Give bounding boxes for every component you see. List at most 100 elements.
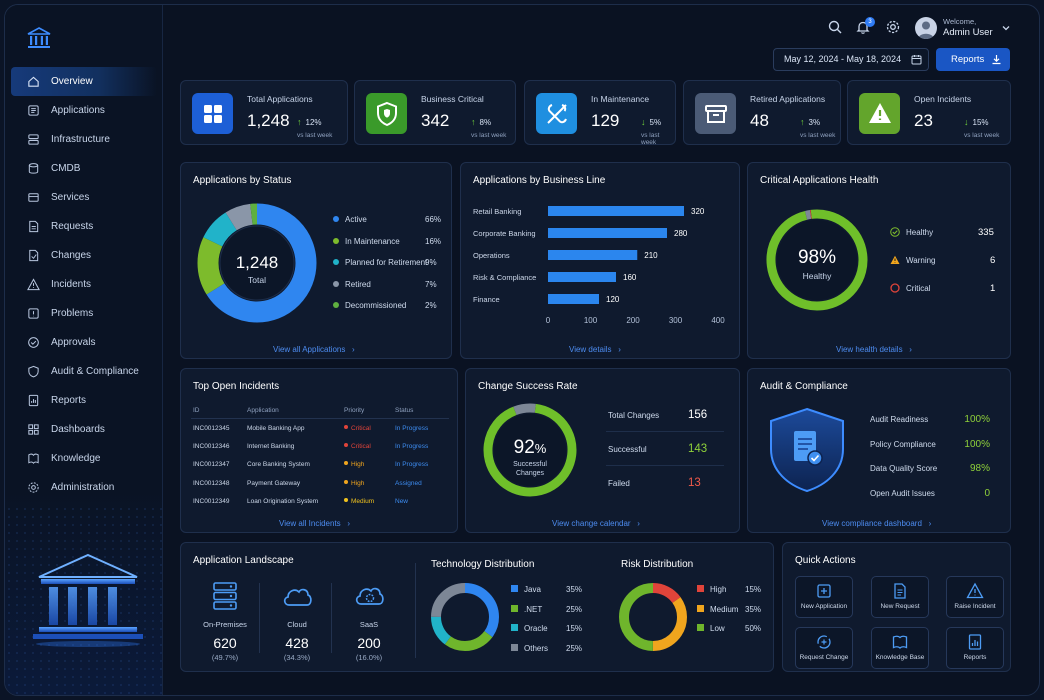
kpi-card[interactable]: Open Incidents 23 ↓ 15% vs last week [847,80,1011,145]
legend-value: 7% [425,279,437,289]
quick-action-request-change-button[interactable]: Request Change [795,627,853,669]
table-row[interactable]: INC0012349 Loan Origination System Medium N… [181,497,459,514]
health-donut-chart [766,209,868,311]
donut-segment [431,583,499,651]
audit-compliance-card: Audit & Compliance Audit Readiness 100% Po… [747,368,1011,533]
sidebar-item-incidents[interactable]: Incidents [11,270,157,299]
top-open-incidents-card: Top Open Incidents ID Application Priority… [180,368,458,533]
sidebar-item-infrastructure[interactable]: Infrastructure [11,125,157,154]
quick-action-reports-button[interactable]: Reports [946,627,1004,669]
search-icon[interactable] [827,19,843,35]
sidebar-item-approvals[interactable]: Approvals [11,328,157,357]
warning-icon [27,278,40,291]
donut-segment [483,403,577,497]
incident-application: Mobile Banking App [247,425,305,432]
table-row[interactable]: INC0012347 Core Banking System High In Prog… [181,461,459,477]
bar-category-label: Operations [473,251,510,260]
sidebar-item-audit-compliance[interactable]: Audit & Compliance [11,357,157,386]
donut-segment [431,583,499,651]
report-icon [28,394,39,407]
quick-action-raise-incident-button[interactable]: Raise Incident [946,576,1004,618]
reports-button[interactable]: Reports [936,48,1010,71]
kpi-trend-value: 12% [305,118,322,127]
kpi-icon-tile [695,93,736,134]
chevron-down-icon[interactable] [1001,23,1011,33]
kpi-label: Total Applications [247,94,313,104]
link-label: View details [569,345,612,354]
sidebar-item-changes[interactable]: Changes [11,241,157,270]
priority-label: High [351,479,365,487]
incident-status: In Progress [395,461,429,469]
legend-label: Java [524,585,541,594]
x-tick-label: 200 [626,316,640,325]
table-row[interactable]: INC0012348 Payment Gateway High Assigned [181,479,459,496]
shield-icon [376,101,397,126]
table-header: Priority [344,407,365,414]
view-all-incidents-link[interactable]: View all Incidents › [279,519,350,528]
incident-id: INC0012347 [193,461,230,469]
shield-document-icon [770,407,844,493]
date-range-picker[interactable]: May 12, 2024 - May 18, 2024 [773,48,929,71]
sidebar-item-label: Services [51,192,90,203]
sidebar-item-requests[interactable]: Requests [11,212,157,241]
landscape-value: 200 [357,635,381,651]
donut-inner [494,414,566,486]
kpi-card[interactable]: Retired Applications 48 ↑ 3% vs last week [683,80,841,145]
health-row-value: 335 [978,227,994,238]
kpi-subtext: vs last week [641,132,660,146]
view-health-details-link[interactable]: View health details › [836,345,912,354]
change-center-label-2: Changes [515,470,545,477]
legend-item: Others [511,643,548,653]
book-icon [892,635,908,649]
incident-id: INC0012345 [193,425,230,432]
health-row-label: Healthy [906,228,934,237]
bar [548,250,638,260]
sidebar-item-administration[interactable]: Administration [11,473,157,502]
legend-item: Oracle [511,624,548,633]
sidebar-item-overview[interactable]: Overview [11,67,157,96]
kpi-label: Open Incidents [914,94,972,104]
sidebar-item-applications[interactable]: Applications [11,96,157,125]
quick-action-new-application-button[interactable]: New Application [795,576,853,618]
view-details-link[interactable]: View details › [569,345,621,354]
view-change-calendar-link[interactable]: View change calendar › [552,519,640,528]
view-compliance-dashboard-link[interactable]: View compliance dashboard › [822,519,931,528]
legend-label: Retired [345,279,371,289]
kpi-card[interactable]: Total Applications 1,248 ↑ 12% vs last week [180,80,348,145]
table-row[interactable]: INC0012346 Internet Banking Critical In Pro… [181,443,459,459]
arrow-down-icon: ↓ [641,117,646,127]
sidebar-item-services[interactable]: Services [11,183,157,212]
legend-swatch [697,624,704,631]
legend-value: 35% [566,585,583,594]
kpi-card[interactable]: Business Critical 342 ↑ 8% vs last week [354,80,516,145]
incident-priority: High [344,461,364,468]
change-center-label-1: Successful [513,461,547,468]
sidebar-item-cmdb[interactable]: CMDB [11,154,157,183]
avatar[interactable] [915,17,937,39]
gear-icon [28,482,39,493]
gear-icon[interactable] [885,19,901,35]
audit-stat-value: 100% [964,438,990,450]
kpi-label: Business Critical [421,94,484,104]
bank-logo-icon[interactable] [27,27,51,49]
quick-action-new-request-button[interactable]: New Request [871,576,929,618]
sidebar-item-dashboards[interactable]: Dashboards [11,415,157,444]
warning-icon [868,102,891,123]
sidebar-item-knowledge[interactable]: Knowledge [11,444,157,473]
changes-icon [29,249,39,262]
link-label: View health details [836,345,903,354]
sidebar-nav: Overview Applications Infrastructure CMD… [11,67,157,502]
quick-action-knowledge-base-button[interactable]: Knowledge Base [871,627,929,669]
landscape-distribution-card: Application Landscape On-Premises 620 (49.… [180,542,774,672]
arrow-up-icon: ↑ [297,117,302,127]
sidebar-item-reports[interactable]: Reports [11,386,157,415]
legend-swatch [333,259,339,265]
kpi-card[interactable]: In Maintenance 129 ↓ 5% vs last week [524,80,676,146]
landscape-percent: (16.0%) [355,653,383,662]
divider [259,583,260,653]
saas-cloud-icon [355,587,384,605]
table-row[interactable]: INC0012345 Mobile Banking App Critical In P… [181,425,459,441]
legend-item: Medium [697,604,738,614]
view-all-applications-link[interactable]: View all Applications › [273,345,355,354]
sidebar-item-problems[interactable]: Problems [11,299,157,328]
